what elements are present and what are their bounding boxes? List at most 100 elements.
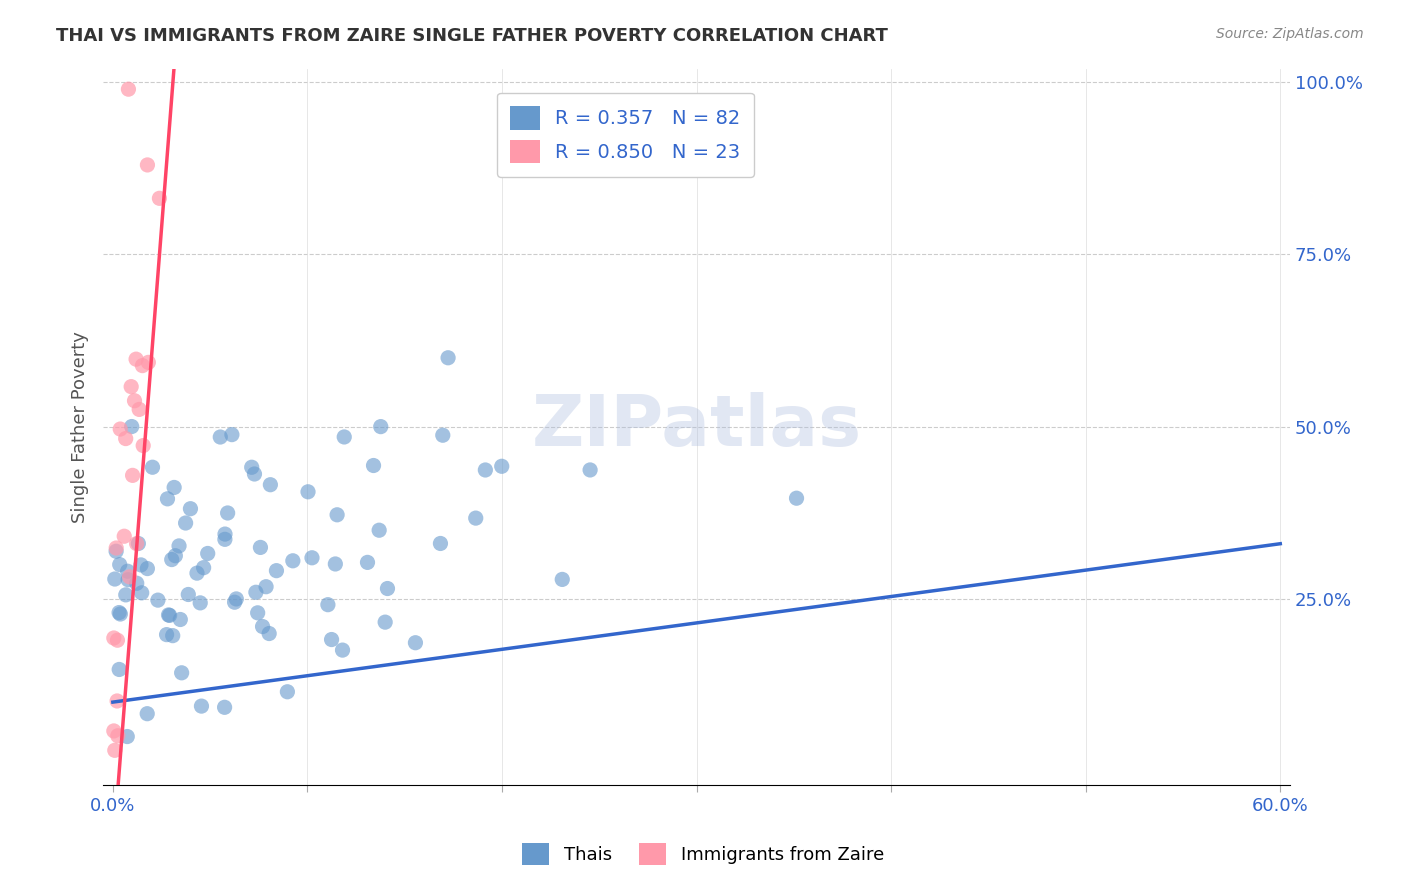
Point (127, 536, 149, 550)
Text: Source: ZipAtlas.com: Source: ZipAtlas.com (1216, 27, 1364, 41)
Point (110, 607, 132, 621)
Point (188, 596, 211, 610)
Point (249, 541, 271, 555)
Point (138, 355, 160, 369)
Text: THAI VS IMMIGRANTS FROM ZAIRE SINGLE FATHER POVERTY CORRELATION CHART: THAI VS IMMIGRANTS FROM ZAIRE SINGLE FAT… (56, 27, 889, 45)
Point (432, 428, 454, 442)
Point (136, 158, 159, 172)
Point (146, 593, 169, 607)
Point (301, 550, 323, 565)
Point (377, 582, 399, 596)
Y-axis label: Single Father Poverty: Single Father Poverty (72, 331, 89, 523)
Point (429, 536, 451, 550)
Point (125, 576, 148, 591)
Point (321, 632, 343, 647)
Point (316, 598, 339, 612)
Text: ZIPatlas: ZIPatlas (531, 392, 862, 461)
Point (259, 477, 281, 491)
Point (108, 663, 131, 677)
Point (266, 564, 288, 578)
Point (117, 573, 139, 587)
Point (124, 393, 146, 408)
Point (125, 352, 148, 367)
Point (103, 723, 125, 738)
Point (214, 700, 236, 714)
Point (464, 511, 486, 525)
Point (132, 439, 155, 453)
Point (245, 585, 267, 599)
Point (110, 422, 132, 436)
Point (169, 613, 191, 627)
Point (114, 588, 136, 602)
Point (117, 82, 139, 96)
Point (254, 580, 277, 594)
Point (356, 555, 378, 569)
Point (190, 699, 212, 714)
Point (252, 619, 274, 633)
Point (128, 402, 150, 417)
Legend: R = 0.357   N = 82, R = 0.850   N = 23: R = 0.357 N = 82, R = 0.850 N = 23 (496, 93, 754, 177)
Point (179, 501, 201, 516)
Point (105, 694, 128, 708)
Point (120, 379, 142, 393)
Point (257, 626, 280, 640)
Point (174, 516, 197, 530)
Point (186, 566, 208, 581)
Point (225, 591, 247, 606)
Point (404, 636, 426, 650)
Point (214, 533, 236, 547)
Point (374, 615, 396, 629)
Point (224, 595, 246, 609)
Point (491, 459, 513, 474)
Point (157, 607, 180, 622)
Point (240, 460, 263, 475)
Point (155, 627, 177, 641)
Point (243, 467, 266, 481)
Point (129, 558, 152, 572)
Point (114, 432, 136, 446)
Point (214, 527, 236, 541)
Point (162, 629, 184, 643)
Point (163, 480, 186, 494)
Point (104, 743, 127, 757)
Point (131, 586, 153, 600)
Point (104, 572, 127, 586)
Point (167, 539, 190, 553)
Point (148, 191, 170, 205)
Point (297, 484, 319, 499)
Point (333, 430, 356, 444)
Point (326, 508, 349, 522)
Point (193, 560, 215, 574)
Point (105, 544, 128, 558)
Point (125, 536, 148, 550)
Point (551, 573, 574, 587)
Point (197, 546, 219, 560)
Point (112, 529, 135, 543)
Point (105, 541, 128, 555)
Point (141, 460, 163, 475)
Point (165, 549, 187, 563)
Point (108, 606, 131, 620)
Point (363, 458, 385, 473)
Point (217, 506, 239, 520)
Point (474, 463, 496, 477)
Point (136, 706, 159, 721)
Point (281, 554, 304, 568)
Point (103, 631, 125, 645)
Point (276, 685, 298, 699)
Legend: Thais, Immigrants from Zaire: Thais, Immigrants from Zaire (513, 834, 893, 874)
Point (246, 606, 269, 620)
Point (108, 558, 131, 572)
Point (136, 561, 159, 575)
Point (786, 491, 808, 506)
Point (117, 730, 139, 744)
Point (325, 557, 347, 571)
Point (368, 523, 391, 537)
Point (159, 608, 181, 623)
Point (332, 643, 354, 657)
Point (209, 430, 232, 444)
Point (221, 427, 243, 442)
Point (107, 729, 129, 743)
Point (156, 491, 179, 506)
Point (437, 351, 460, 365)
